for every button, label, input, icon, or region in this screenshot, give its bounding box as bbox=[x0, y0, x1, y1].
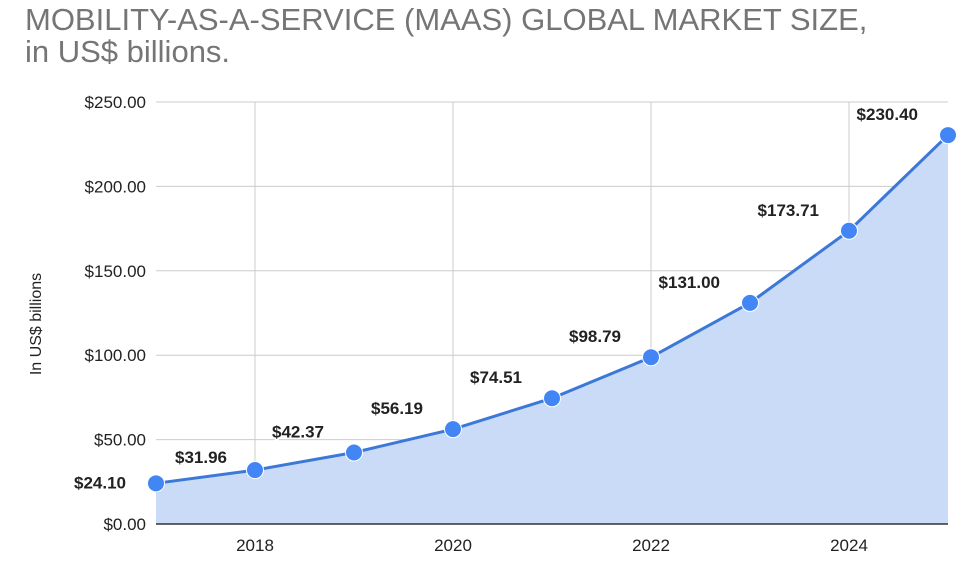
y-tick-label: $200.00 bbox=[85, 177, 146, 196]
chart-title-line-2: in US$ billions. bbox=[25, 34, 231, 69]
data-label-2022: $98.79 bbox=[569, 327, 621, 346]
data-point-2018 bbox=[246, 461, 264, 480]
data-point-2024 bbox=[840, 221, 858, 240]
area-fill bbox=[156, 135, 948, 525]
data-label-2024: $173.71 bbox=[758, 201, 819, 220]
data-point-2017 bbox=[147, 474, 165, 493]
data-point-2022 bbox=[642, 348, 660, 367]
data-label-2017: $24.10 bbox=[74, 473, 126, 492]
data-points bbox=[147, 126, 957, 493]
data-point-2020 bbox=[444, 420, 462, 439]
data-label-2023: $131.00 bbox=[659, 273, 720, 292]
data-point-2025 bbox=[939, 126, 957, 145]
y-axis-label: In US$ billions bbox=[28, 273, 45, 375]
data-label-2020: $56.19 bbox=[371, 399, 423, 418]
data-point-2021 bbox=[543, 389, 561, 408]
x-tick-label: 2020 bbox=[434, 536, 472, 555]
data-point-2019 bbox=[345, 443, 363, 462]
x-tick-label: 2024 bbox=[830, 536, 868, 555]
area-fill-layer bbox=[156, 135, 948, 525]
x-tick-label: 2018 bbox=[236, 536, 274, 555]
y-tick-label: $150.00 bbox=[85, 262, 146, 281]
data-label-2021: $74.51 bbox=[470, 368, 522, 387]
data-point-2023 bbox=[741, 293, 759, 312]
y-tick-label: $100.00 bbox=[85, 346, 146, 365]
y-axis-tick-labels: $0.00 $50.00 $100.00 $150.00 $200.00 $250.00 bbox=[85, 93, 146, 534]
data-labels: $24.10 $31.96 $42.37 $56.19 $74.51 $98.79 $131… bbox=[73, 104, 920, 494]
chart-title-line-1: MOBILITY-AS-A-SERVICE (MAAS) GLOBAL MARK… bbox=[25, 2, 868, 37]
y-tick-label: $0.00 bbox=[103, 515, 146, 534]
chart-title: MOBILITY-AS-A-SERVICE (MAAS) GLOBAL MARK… bbox=[25, 4, 867, 68]
y-tick-label: $50.00 bbox=[94, 431, 146, 450]
data-label-2019: $42.37 bbox=[272, 422, 324, 441]
y-tick-label: $250.00 bbox=[85, 93, 146, 112]
x-tick-label: 2022 bbox=[632, 536, 670, 555]
data-label-2018: $31.96 bbox=[175, 448, 227, 467]
data-label-2025: $230.40 bbox=[857, 105, 918, 124]
x-axis-tick-labels: 2018 2020 2022 2024 bbox=[236, 536, 868, 555]
